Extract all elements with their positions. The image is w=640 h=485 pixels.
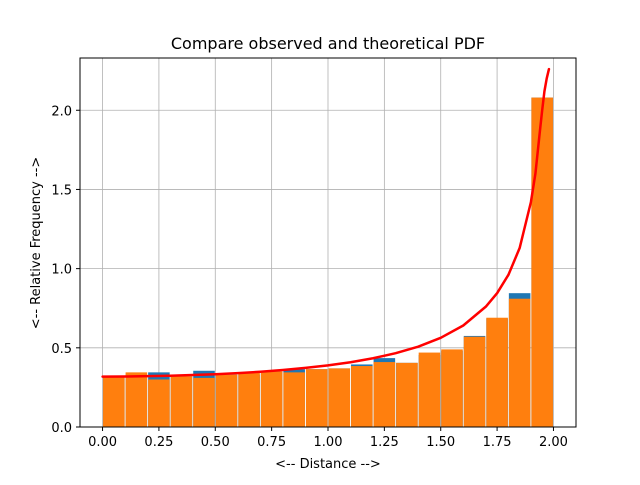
bar-s1-15 (441, 349, 463, 427)
y-axis-label: <-- Relative Frequency --> (29, 157, 44, 330)
y-tick-label-2: 1.0 (51, 263, 72, 278)
x-tick-label-1: 0.25 (144, 435, 173, 450)
bar-s1-9 (305, 369, 328, 427)
bar-s1-10 (328, 368, 351, 427)
bar-s1-5 (215, 374, 238, 427)
x-tick-label-2: 0.50 (201, 435, 230, 450)
x-tick-label-6: 1.50 (426, 435, 455, 450)
bar-s1-3 (170, 376, 193, 427)
x-tick-label-0: 0.00 (88, 435, 117, 450)
grid (80, 58, 576, 428)
bar-s1-14 (418, 352, 441, 427)
y-tick-label-0: 0.0 (51, 421, 72, 436)
theoretical-curve (101, 67, 551, 378)
y-tick-label-1: 0.5 (51, 342, 72, 357)
x-tick-label-5: 1.25 (370, 435, 399, 450)
bar-s1-17 (486, 317, 508, 427)
chart-title: Compare observed and theoretical PDF (171, 34, 485, 53)
bar-s1-13 (396, 362, 418, 427)
bar-s1-0 (103, 376, 125, 427)
bar-s1-7 (260, 371, 283, 427)
y-tick-label-4: 2.0 (51, 104, 72, 119)
tick-labels: 0.00 0.25 0.50 0.75 1.00 1.25 1.50 1.75 2.00 0.0 0… (51, 104, 568, 450)
x-tick-label-4: 1.00 (314, 435, 343, 450)
x-tick-label-3: 0.75 (257, 435, 286, 450)
bar-s1-6 (238, 372, 260, 427)
bar-s1-4 (193, 377, 215, 427)
axes (76, 57, 577, 431)
bar-s1-16 (463, 336, 486, 427)
bar-s1-11 (351, 366, 373, 427)
x-tick-label-7: 1.75 (483, 435, 512, 450)
bar-s1-2 (148, 379, 170, 427)
bar-s1-1 (125, 372, 148, 427)
pdf-curve-line (101, 67, 551, 378)
x-tick-label-8: 2.00 (539, 435, 568, 450)
y-tick-label-3: 1.5 (51, 183, 72, 198)
bar-s1-18 (508, 298, 531, 427)
histogram-bars (103, 97, 553, 427)
bar-s1-19 (531, 97, 553, 427)
bar-s1-12 (373, 362, 396, 427)
x-axis-label: <-- Distance --> (275, 457, 381, 472)
bar-s1-8 (283, 372, 305, 427)
